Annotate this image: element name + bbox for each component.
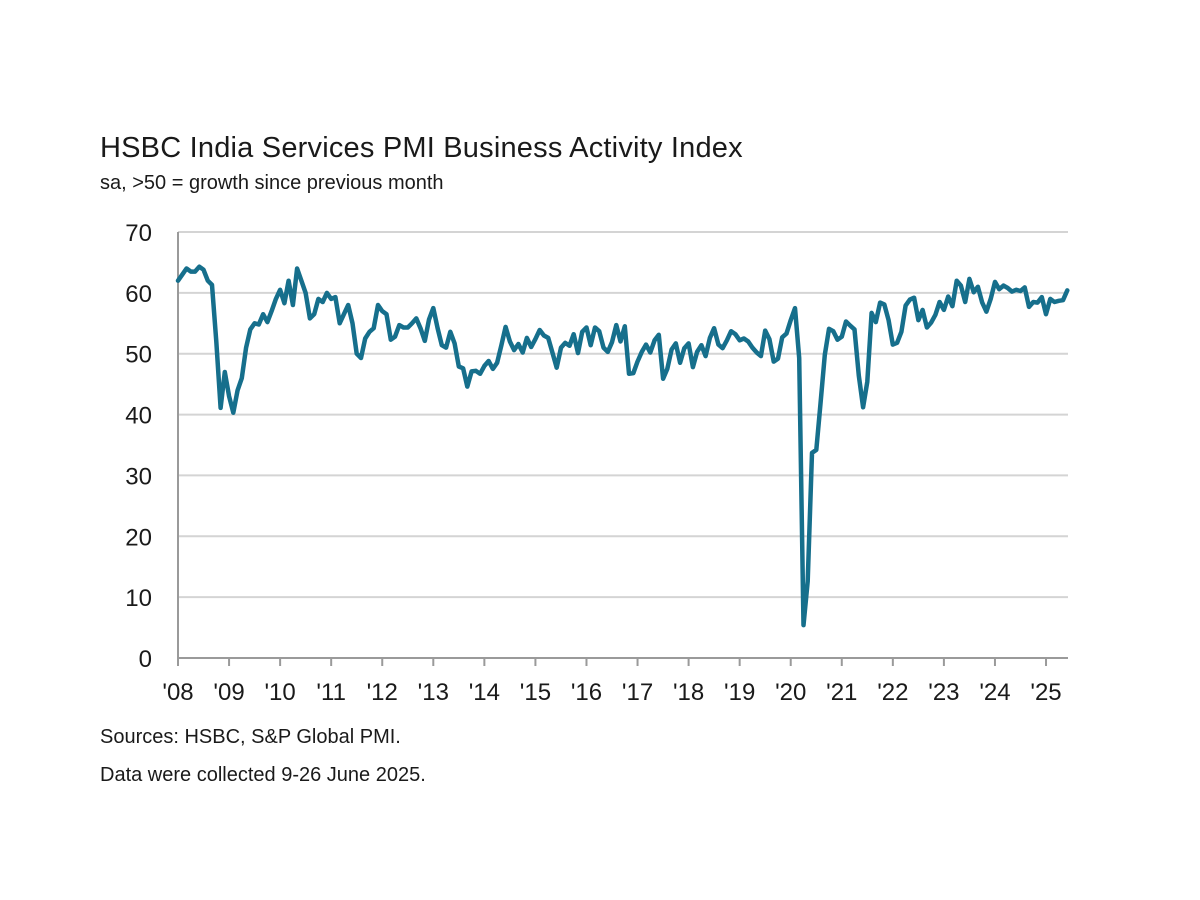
x-tick-label: '13 (418, 679, 449, 706)
x-tick-label: '08 (162, 679, 193, 706)
x-tick-label: '12 (367, 679, 398, 706)
x-tick-label: '18 (673, 679, 704, 706)
chart-subtitle: sa, >50 = growth since previous month (100, 172, 444, 194)
y-tick-label: 60 (125, 281, 152, 308)
y-tick-label: 30 (125, 463, 152, 490)
x-tick-label: '24 (979, 679, 1010, 706)
y-tick-label: 50 (125, 342, 152, 369)
x-tick-label: '17 (622, 679, 653, 706)
collection-note: Data were collected 9-26 June 2025. (100, 764, 426, 786)
x-tick-label: '11 (316, 679, 346, 706)
y-tick-label: 10 (125, 585, 152, 612)
y-tick-label: 40 (125, 403, 152, 430)
x-tick-label: '15 (520, 679, 551, 706)
y-tick-label: 70 (125, 220, 152, 247)
y-tick-label: 20 (125, 524, 152, 551)
y-tick-label: 0 (139, 646, 152, 673)
x-tick-label: '20 (775, 679, 806, 706)
x-tick-label: '09 (213, 679, 244, 706)
x-tick-label: '21 (826, 679, 857, 706)
chart-title: HSBC India Services PMI Business Activit… (100, 132, 743, 164)
x-tick-label: '19 (724, 679, 755, 706)
x-tick-label: '22 (877, 679, 908, 706)
sources-note: Sources: HSBC, S&P Global PMI. (100, 726, 401, 748)
pmi-series-line (175, 264, 1070, 628)
x-tick-label: '16 (571, 679, 602, 706)
x-tick-label: '25 (1030, 679, 1061, 706)
x-tick-label: '14 (469, 679, 500, 706)
x-tick-label: '23 (928, 679, 959, 706)
x-tick-label: '10 (264, 679, 295, 706)
